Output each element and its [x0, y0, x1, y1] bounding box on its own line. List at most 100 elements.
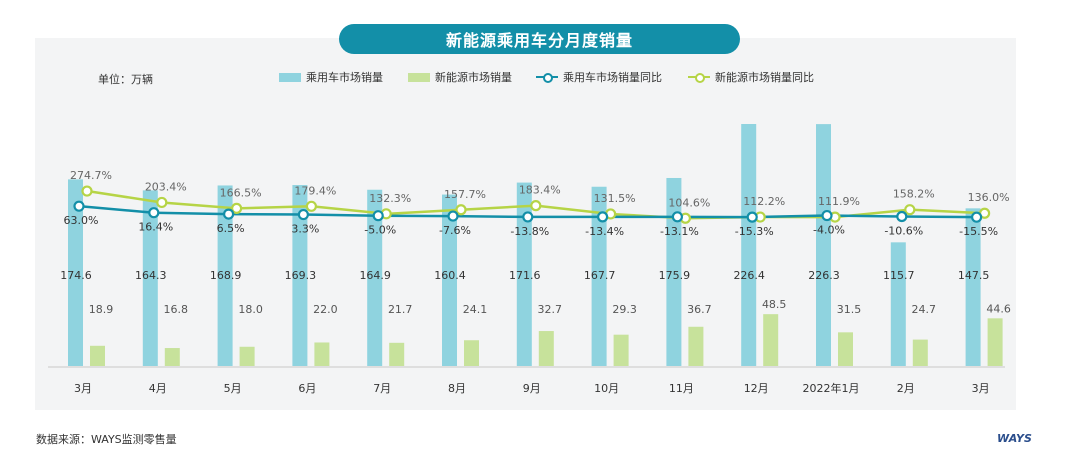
legend-passenger-yoy: 乘用车市场销量同比: [536, 69, 662, 85]
passenger-sales-bar: [367, 189, 383, 366]
x-tick-label: 12月: [744, 382, 769, 395]
passenger-yoy-label: -13.1%: [660, 225, 699, 238]
nev-sales-bar: [464, 340, 479, 366]
legend-swatch-passenger-bar: [279, 72, 301, 82]
passenger-yoy-point: [970, 211, 983, 223]
passenger-sales-bar: [890, 242, 906, 366]
passenger-sales-bar: [816, 124, 831, 366]
passenger-sales-bar: [741, 124, 757, 366]
x-tick-label: 5月: [224, 382, 242, 395]
passenger-yoy-label: -7.6%: [439, 224, 471, 237]
passenger-sales-label: 171.6: [509, 269, 541, 282]
x-tick-label: 11月: [669, 382, 694, 395]
nev-sales-bar: [613, 334, 629, 366]
passenger-yoy-label: -13.4%: [585, 225, 624, 238]
passenger-sales-label: 226.3: [808, 269, 840, 282]
nev-yoy-label: 183.4%: [519, 184, 561, 197]
passenger-yoy-point: [447, 210, 459, 222]
passenger-sales-label: 175.9: [659, 269, 691, 282]
nev-sales-bar: [90, 345, 105, 366]
passenger-sales-bar: [68, 179, 83, 366]
legend-label-passenger-sales: 乘用车市场销量: [306, 71, 383, 84]
passenger-yoy-point: [148, 207, 160, 219]
passenger-yoy-label: 3.3%: [291, 223, 319, 236]
nev-sales-label: 21.7: [388, 303, 413, 316]
nev-yoy-point: [231, 202, 243, 214]
passenger-sales-label: 169.3: [285, 269, 317, 282]
legend-passenger-sales: 乘用车市场销量: [279, 69, 383, 85]
x-tick-label: 3月: [74, 382, 92, 395]
nev-yoy-label: 136.0%: [968, 191, 1010, 204]
passenger-sales-label: 115.7: [883, 269, 915, 282]
passenger-yoy-label: 16.4%: [138, 221, 173, 234]
nev-yoy-label: 158.2%: [893, 188, 935, 201]
x-tick-label: 8月: [448, 382, 466, 395]
chart-title: 新能源乘用车分月度销量: [339, 24, 740, 54]
passenger-sales-bar: [666, 177, 682, 366]
passenger-sales-label: 226.4: [733, 269, 765, 282]
nev-sales-label: 24.1: [463, 303, 488, 316]
passenger-sales-bar: [591, 186, 607, 366]
nev-yoy-label: 112.2%: [743, 195, 785, 208]
nev-yoy-label: 131.5%: [594, 192, 636, 205]
nev-sales-bar: [912, 339, 928, 366]
passenger-yoy-point: [671, 211, 684, 223]
passenger-yoy-point: [372, 210, 384, 222]
legend-nev-yoy: 新能源市场销量同比: [688, 69, 814, 85]
nev-yoy-label: 166.5%: [220, 186, 262, 199]
x-tick-label: 4月: [149, 382, 167, 395]
passenger-yoy-point: [596, 211, 609, 223]
passenger-sales-label: 164.3: [135, 269, 167, 282]
passenger-sales-bar: [292, 185, 308, 366]
nev-sales-label: 44.6: [986, 302, 1011, 315]
legend-nev-sales: 新能源市场销量: [408, 69, 512, 85]
passenger-sales-label: 168.9: [210, 269, 242, 282]
nev-sales-label: 24.7: [912, 303, 937, 316]
nev-yoy-label: 132.3%: [369, 192, 411, 205]
nev-sales-bar: [987, 318, 1003, 366]
passenger-yoy-point: [896, 210, 908, 223]
x-tick-label: 7月: [373, 382, 391, 395]
passenger-sales-bar: [142, 190, 158, 366]
passenger-yoy-label: -5.0%: [364, 224, 396, 237]
passenger-yoy-point: [223, 208, 235, 220]
nev-sales-bar: [688, 326, 704, 366]
nev-yoy-point: [156, 196, 168, 209]
x-tick-label: 2月: [897, 382, 915, 395]
ways-logo: WAYS: [997, 432, 1032, 445]
legend-swatch-nev-bar: [408, 72, 430, 82]
nev-sales-label: 48.5: [762, 298, 787, 311]
nev-yoy-point: [455, 204, 467, 216]
legend-swatch-passenger-line: [536, 72, 558, 83]
legend-label-nev-yoy: 新能源市场销量同比: [715, 71, 814, 84]
passenger-sales-bar: [516, 182, 532, 366]
nev-sales-label: 18.0: [238, 303, 263, 316]
nev-yoy-label: 104.6%: [668, 196, 710, 209]
passenger-sales-bar: [442, 194, 457, 366]
x-tick-label: 3月: [972, 382, 990, 395]
passenger-sales-label: 160.4: [434, 269, 466, 282]
nev-yoy-point: [305, 200, 317, 212]
passenger-yoy-point: [297, 208, 309, 221]
nev-sales-bar: [538, 331, 554, 366]
nev-sales-label: 16.8: [164, 303, 189, 316]
legend-label-passenger-yoy: 乘用车市场销量同比: [563, 71, 662, 84]
nev-sales-label: 22.0: [313, 303, 338, 316]
nev-sales-bar: [314, 342, 330, 366]
nev-sales-label: 36.7: [687, 303, 712, 316]
nev-yoy-point: [81, 185, 93, 197]
nev-sales-label: 31.5: [837, 303, 862, 316]
legend-label-nev-sales: 新能源市场销量: [435, 71, 512, 84]
nev-yoy-label: 179.4%: [294, 184, 336, 197]
nev-yoy-label: 274.7%: [70, 169, 112, 182]
nev-yoy-label: 111.9%: [818, 195, 860, 208]
passenger-yoy-label: 63.0%: [64, 214, 99, 227]
nev-sales-label: 18.9: [89, 303, 114, 316]
nev-sales-bar: [389, 342, 405, 366]
nev-sales-label: 32.7: [538, 303, 563, 316]
nev-yoy-label: 157.7%: [444, 188, 486, 201]
passenger-yoy-point: [522, 211, 534, 223]
passenger-yoy-label: -13.8%: [510, 225, 549, 238]
passenger-sales-label: 147.5: [958, 269, 990, 282]
